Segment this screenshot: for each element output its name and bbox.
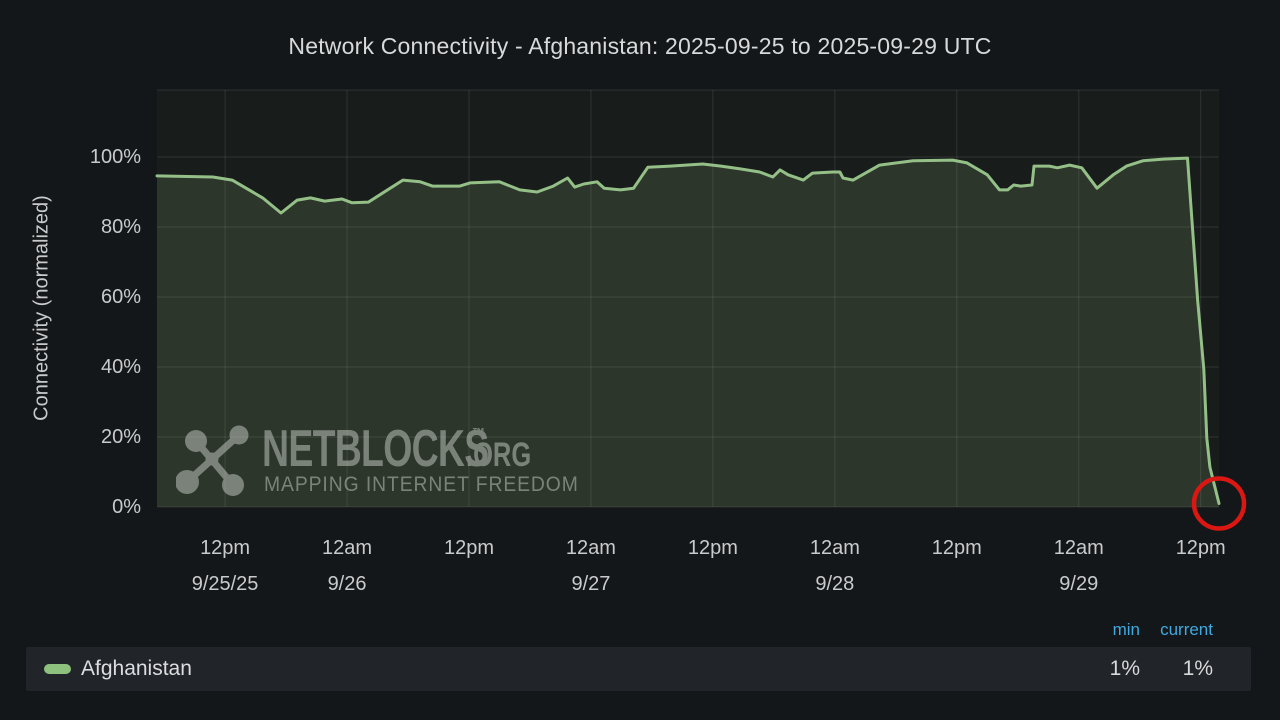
- series-color-swatch: [44, 664, 71, 674]
- y-tick-label: 60%: [100, 286, 141, 308]
- x-tick-time-label: 12pm: [443, 537, 494, 559]
- legend-row-afghanistan[interactable]: Afghanistan 1% 1%: [26, 647, 1251, 691]
- x-tick-time-label: 12pm: [687, 537, 738, 559]
- series-label[interactable]: Afghanistan: [81, 657, 192, 680]
- legend-min-value: 1%: [1109, 657, 1140, 680]
- y-tick-label: 80%: [100, 216, 141, 238]
- legend-column-header-min[interactable]: min: [1112, 620, 1140, 639]
- x-tick-date-label: 9/25/25: [191, 573, 259, 595]
- x-tick-time-label: 12am: [809, 537, 860, 559]
- x-tick-time-label: 12pm: [1175, 537, 1226, 559]
- series-area-fill: [157, 158, 1219, 507]
- legend-column-header-current[interactable]: current: [1160, 620, 1213, 639]
- x-tick-date-label: 9/28: [815, 573, 855, 595]
- series-line-afghanistan: [155, 156, 1221, 505]
- x-tick-time-label: 12pm: [931, 537, 982, 559]
- plot-background: [157, 90, 1219, 507]
- y-tick-label: 100%: [89, 146, 141, 168]
- x-tick-time-label: 12am: [1053, 537, 1104, 559]
- x-tick-date-label: 9/26: [327, 573, 367, 595]
- outage-annotation-circle: [1191, 476, 1247, 531]
- x-tick-date-label: 9/27: [571, 573, 611, 595]
- x-tick-time-label: 12pm: [200, 537, 251, 559]
- y-tick-label: 0%: [112, 496, 141, 518]
- y-tick-label: 20%: [100, 426, 141, 448]
- legend-current-value: 1%: [1182, 657, 1213, 680]
- x-tick-time-label: 12am: [322, 537, 373, 559]
- y-tick-label: 40%: [100, 356, 141, 378]
- x-tick-time-label: 12am: [565, 537, 616, 559]
- chart-title: Network Connectivity - Afghanistan: 2025…: [288, 33, 992, 59]
- x-tick-date-label: 9/29: [1059, 573, 1099, 595]
